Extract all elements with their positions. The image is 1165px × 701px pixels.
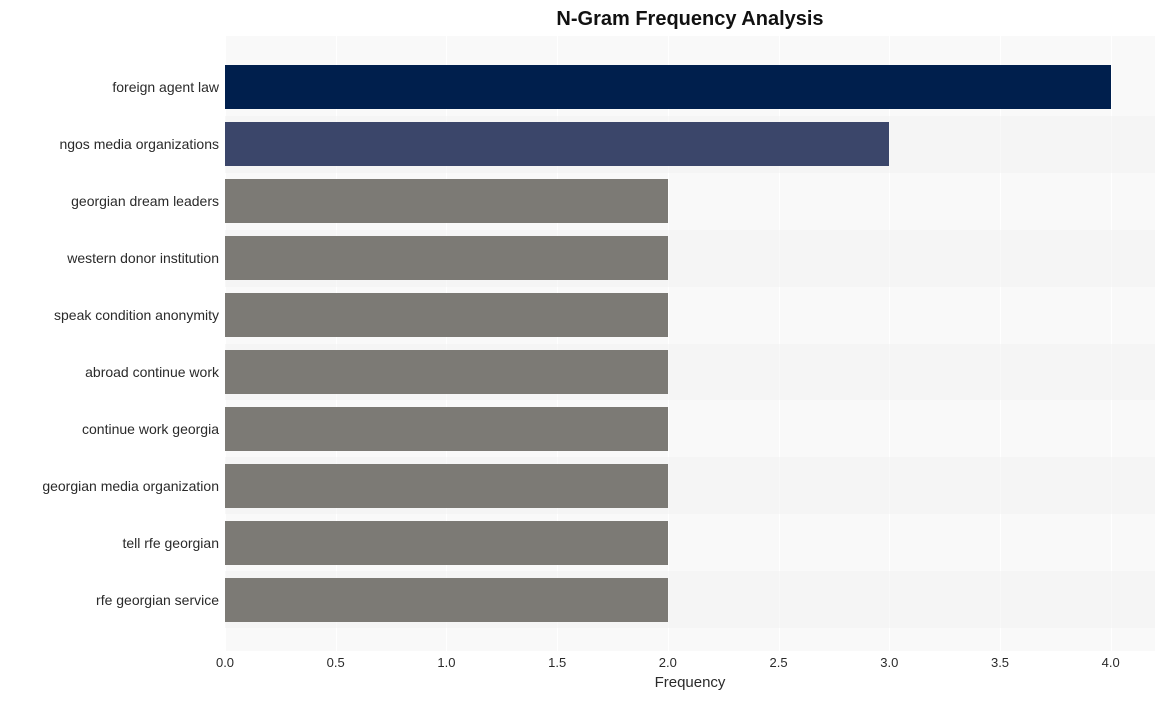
bar bbox=[225, 407, 668, 451]
plot-area bbox=[225, 36, 1155, 651]
x-tick-label: 3.5 bbox=[991, 655, 1009, 670]
y-tick-label: rfe georgian service bbox=[96, 592, 219, 608]
x-tick-label: 1.0 bbox=[437, 655, 455, 670]
y-tick-label: western donor institution bbox=[67, 250, 219, 266]
y-tick-label: tell rfe georgian bbox=[122, 535, 219, 551]
x-tick-label: 2.5 bbox=[770, 655, 788, 670]
x-tick-label: 1.5 bbox=[548, 655, 566, 670]
bar bbox=[225, 293, 668, 337]
bar bbox=[225, 350, 668, 394]
y-tick-label: georgian dream leaders bbox=[71, 193, 219, 209]
x-axis-label: Frequency bbox=[225, 674, 1155, 691]
x-tick-label: 4.0 bbox=[1102, 655, 1120, 670]
x-tick-label: 3.0 bbox=[880, 655, 898, 670]
y-tick-label: abroad continue work bbox=[85, 364, 219, 380]
bar bbox=[225, 521, 668, 565]
bar bbox=[225, 122, 889, 166]
bar bbox=[225, 578, 668, 622]
y-tick-label: georgian media organization bbox=[42, 478, 219, 494]
y-tick-label: speak condition anonymity bbox=[54, 307, 219, 323]
x-tick-label: 0.0 bbox=[216, 655, 234, 670]
chart-title: N-Gram Frequency Analysis bbox=[225, 8, 1155, 31]
y-tick-label: foreign agent law bbox=[112, 79, 219, 95]
bar bbox=[225, 65, 1111, 109]
x-tick-label: 2.0 bbox=[659, 655, 677, 670]
ngram-frequency-chart: N-Gram Frequency Analysis Frequency 0.0 0… bbox=[0, 0, 1165, 701]
bar bbox=[225, 179, 668, 223]
y-tick-label: ngos media organizations bbox=[59, 136, 219, 152]
y-tick-label: continue work georgia bbox=[82, 421, 219, 437]
bar bbox=[225, 236, 668, 280]
bar bbox=[225, 464, 668, 508]
x-tick-label: 0.5 bbox=[327, 655, 345, 670]
